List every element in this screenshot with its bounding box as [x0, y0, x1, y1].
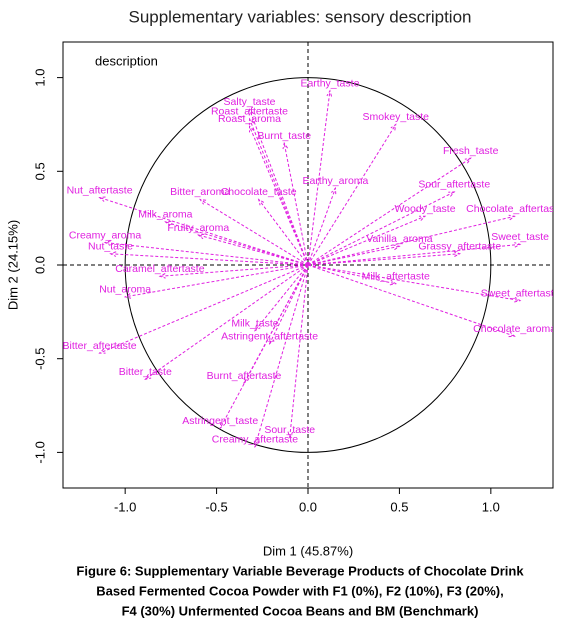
arrow-label: Roast_aroma [218, 113, 281, 125]
plot-area: Earthy_taste Salty_tasteRoast_aftertasteR… [63, 42, 563, 488]
arrow [123, 264, 309, 299]
arrow-label: Astringent_taste [182, 415, 258, 427]
arrow-label: Salty_taste [224, 96, 276, 108]
arrow-label: Fruity_aroma [167, 222, 229, 234]
arrow-label: Burnt_aftertaste [207, 370, 282, 382]
caption-line: F4 (30%) Unfermented Cocoa Beans and BM … [122, 603, 479, 618]
x-tick-label: 0.5 [390, 499, 408, 514]
arrow [307, 264, 398, 286]
arrow [257, 198, 309, 266]
y-tick-label: 1.0 [32, 69, 47, 87]
arrow [307, 186, 337, 266]
arrow [248, 125, 309, 266]
arrow-label: Creamy_aroma [69, 229, 142, 241]
arrow [307, 89, 333, 266]
x-tick-label: -0.5 [205, 499, 227, 514]
caption-line: Based Fermented Cocoa Powder with F1 (0%… [96, 583, 503, 598]
arrow-label: Nut_aroma [99, 284, 151, 296]
arrow-label: Bitter_taste [119, 366, 172, 378]
arrow-label: Nut_taste [88, 241, 133, 253]
arrow [287, 264, 309, 439]
arrow [253, 264, 309, 449]
y-axis-label: Dim 2 (24.15%) [5, 220, 20, 310]
arrow [269, 264, 309, 345]
arrow [219, 264, 309, 430]
chart-title: Supplementary variables: sensory descrip… [128, 7, 471, 26]
arrow [307, 157, 472, 266]
arrow [197, 233, 309, 266]
arrow [307, 123, 397, 266]
x-tick-label: 0.0 [299, 499, 317, 514]
arrow [307, 251, 462, 266]
arrow [164, 220, 309, 266]
y-tick-label: 0.5 [32, 162, 47, 180]
caption-line: Figure 6: Supplementary Variable Beverag… [76, 563, 524, 578]
y-tick-label: -1.0 [32, 441, 47, 463]
arrow [307, 214, 516, 266]
arrow [248, 108, 309, 266]
unit-circle [124, 77, 492, 453]
arrow-label: Milk_aftertaste [362, 271, 430, 283]
arrow-label: Grassy_aftertaste [418, 241, 501, 253]
arrow [103, 240, 309, 266]
arrow-label: Fresh_taste [443, 145, 499, 157]
arrow [307, 264, 522, 303]
arrow-label: Earthy_aroma [302, 175, 368, 187]
arrow [109, 251, 309, 266]
arrow [158, 264, 309, 279]
arrow-label: Bitter_aroma [170, 186, 230, 198]
arrow [307, 264, 516, 338]
arrow-label: Sweet_aftertaste [481, 287, 560, 299]
arrow [254, 264, 309, 332]
arrow-label: Burnt_taste [257, 130, 311, 142]
arrow-label: Earthy_taste [300, 78, 359, 90]
arrow-label: Chocolate_aroma [473, 323, 556, 335]
arrow-label: Bitter_aftertaste [63, 340, 137, 352]
x-tick-label: -1.0 [114, 499, 136, 514]
arrow [144, 264, 309, 381]
arrow-label: Chocolate_taste [221, 186, 297, 198]
arrow-label: Woody_taste [394, 203, 455, 215]
x-tick-label: 1.0 [482, 499, 500, 514]
arrow [98, 264, 309, 354]
arrow [199, 198, 309, 266]
x-axis-label: Dim 1 (45.87%) [263, 543, 353, 558]
y-tick-label: 0.0 [32, 256, 47, 274]
arrow [282, 141, 309, 266]
arrow-label: Milk_aroma [138, 209, 192, 221]
arrow-label: Sweet_taste [491, 231, 549, 243]
arrow [307, 191, 456, 266]
arrow [307, 244, 401, 266]
arrow-label: Caramel_aftertaste [115, 263, 204, 275]
y-tick-label: -0.5 [32, 347, 47, 369]
arrow-label: Nut_aftertaste [67, 184, 133, 196]
arrow-label: Roast_aftertaste [211, 106, 288, 118]
arrow-label: Sour_aftertaste [418, 179, 490, 191]
arrow [307, 242, 522, 266]
arrow-label: Milk_taste [231, 317, 278, 329]
arrow-label: Sour_taste [264, 424, 315, 436]
arrow-label: Vanilla_aroma [366, 233, 433, 245]
arrow-label: Chocolate_aftertaste [466, 203, 563, 215]
arrow-label: Creamy_aftertaste [212, 434, 299, 446]
arrow-label: Smokey_taste [362, 111, 429, 123]
legend-label: description [95, 53, 158, 68]
arrow [98, 196, 309, 266]
arrow [307, 215, 427, 266]
